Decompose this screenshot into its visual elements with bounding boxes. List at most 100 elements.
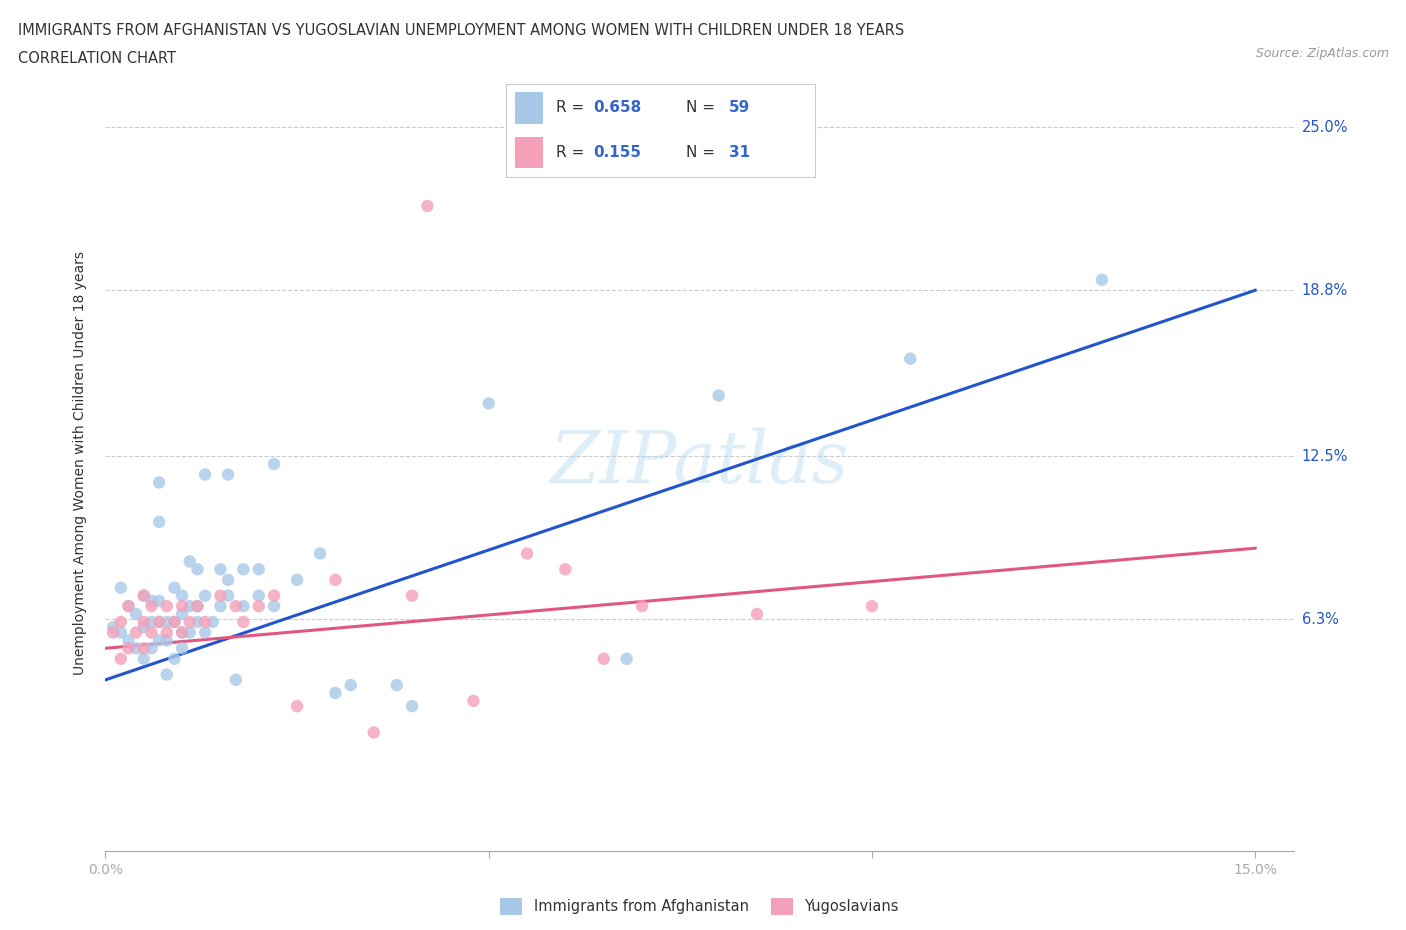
- Point: [141, 599, 163, 614]
- Point: [554, 562, 576, 577]
- Point: [156, 633, 179, 648]
- Point: [194, 615, 217, 630]
- Text: 25.0%: 25.0%: [1302, 120, 1348, 135]
- Point: [148, 475, 170, 490]
- Point: [194, 625, 217, 640]
- Text: CORRELATION CHART: CORRELATION CHART: [18, 51, 176, 66]
- Point: [172, 599, 194, 614]
- Bar: [516, 137, 543, 168]
- Point: [156, 615, 179, 630]
- Point: [339, 678, 361, 693]
- Point: [179, 554, 201, 569]
- Point: [209, 562, 232, 577]
- Point: [141, 625, 163, 640]
- Point: [132, 641, 155, 656]
- Point: [156, 625, 179, 640]
- Point: [132, 588, 155, 603]
- Text: 0.658: 0.658: [593, 100, 641, 115]
- Point: [172, 641, 194, 656]
- Point: [172, 625, 194, 640]
- Point: [132, 615, 155, 630]
- Point: [163, 615, 186, 630]
- Point: [110, 625, 132, 640]
- Y-axis label: Unemployment Among Women with Children Under 18 years: Unemployment Among Women with Children U…: [73, 251, 87, 674]
- Point: [148, 615, 170, 630]
- Point: [385, 678, 408, 693]
- Point: [401, 698, 423, 713]
- Point: [148, 593, 170, 608]
- Point: [117, 633, 139, 648]
- Point: [209, 599, 232, 614]
- Point: [631, 599, 654, 614]
- Point: [172, 625, 194, 640]
- Point: [163, 615, 186, 630]
- Point: [179, 615, 201, 630]
- Point: [478, 396, 501, 411]
- Point: [285, 572, 308, 587]
- Point: [163, 651, 186, 666]
- Point: [232, 599, 254, 614]
- Point: [263, 457, 285, 472]
- Point: [225, 599, 247, 614]
- Point: [148, 633, 170, 648]
- Point: [285, 698, 308, 713]
- Point: [186, 599, 208, 614]
- Point: [309, 546, 332, 561]
- Text: Source: ZipAtlas.com: Source: ZipAtlas.com: [1256, 46, 1389, 60]
- Text: 59: 59: [728, 100, 751, 115]
- Point: [117, 599, 139, 614]
- Legend: Immigrants from Afghanistan, Yugoslavians: Immigrants from Afghanistan, Yugoslavian…: [495, 892, 904, 922]
- Point: [463, 694, 485, 709]
- Point: [156, 667, 179, 682]
- Point: [401, 588, 423, 603]
- Point: [179, 625, 201, 640]
- Point: [148, 514, 170, 529]
- Point: [141, 615, 163, 630]
- Point: [125, 606, 148, 621]
- Text: R =: R =: [555, 100, 589, 115]
- Point: [125, 641, 148, 656]
- Point: [141, 593, 163, 608]
- Point: [110, 580, 132, 595]
- Point: [156, 599, 179, 614]
- Text: 31: 31: [728, 145, 749, 160]
- Point: [247, 562, 270, 577]
- Point: [217, 588, 239, 603]
- Point: [194, 588, 217, 603]
- Text: R =: R =: [555, 145, 589, 160]
- Point: [148, 615, 170, 630]
- Point: [194, 467, 217, 482]
- Point: [363, 725, 385, 740]
- Point: [247, 599, 270, 614]
- Point: [172, 588, 194, 603]
- Point: [132, 619, 155, 634]
- Point: [201, 615, 224, 630]
- Point: [217, 467, 239, 482]
- Point: [110, 615, 132, 630]
- Text: IMMIGRANTS FROM AFGHANISTAN VS YUGOSLAVIAN UNEMPLOYMENT AMONG WOMEN WITH CHILDRE: IMMIGRANTS FROM AFGHANISTAN VS YUGOSLAVI…: [18, 23, 904, 38]
- Text: N =: N =: [686, 100, 720, 115]
- Text: ZIPatlas: ZIPatlas: [550, 428, 849, 498]
- Point: [325, 572, 347, 587]
- Point: [110, 651, 132, 666]
- Text: 0.155: 0.155: [593, 145, 641, 160]
- Point: [232, 615, 254, 630]
- Point: [125, 625, 148, 640]
- Point: [263, 599, 285, 614]
- Point: [325, 685, 347, 700]
- Point: [745, 606, 768, 621]
- Point: [172, 606, 194, 621]
- Point: [132, 651, 155, 666]
- Point: [101, 619, 124, 634]
- Point: [232, 562, 254, 577]
- Point: [592, 651, 614, 666]
- Point: [132, 588, 155, 603]
- Point: [898, 352, 921, 366]
- Point: [263, 588, 285, 603]
- Point: [616, 651, 638, 666]
- Bar: [516, 92, 543, 124]
- Point: [141, 641, 163, 656]
- Point: [416, 199, 439, 214]
- Point: [860, 599, 883, 614]
- Point: [1091, 272, 1114, 287]
